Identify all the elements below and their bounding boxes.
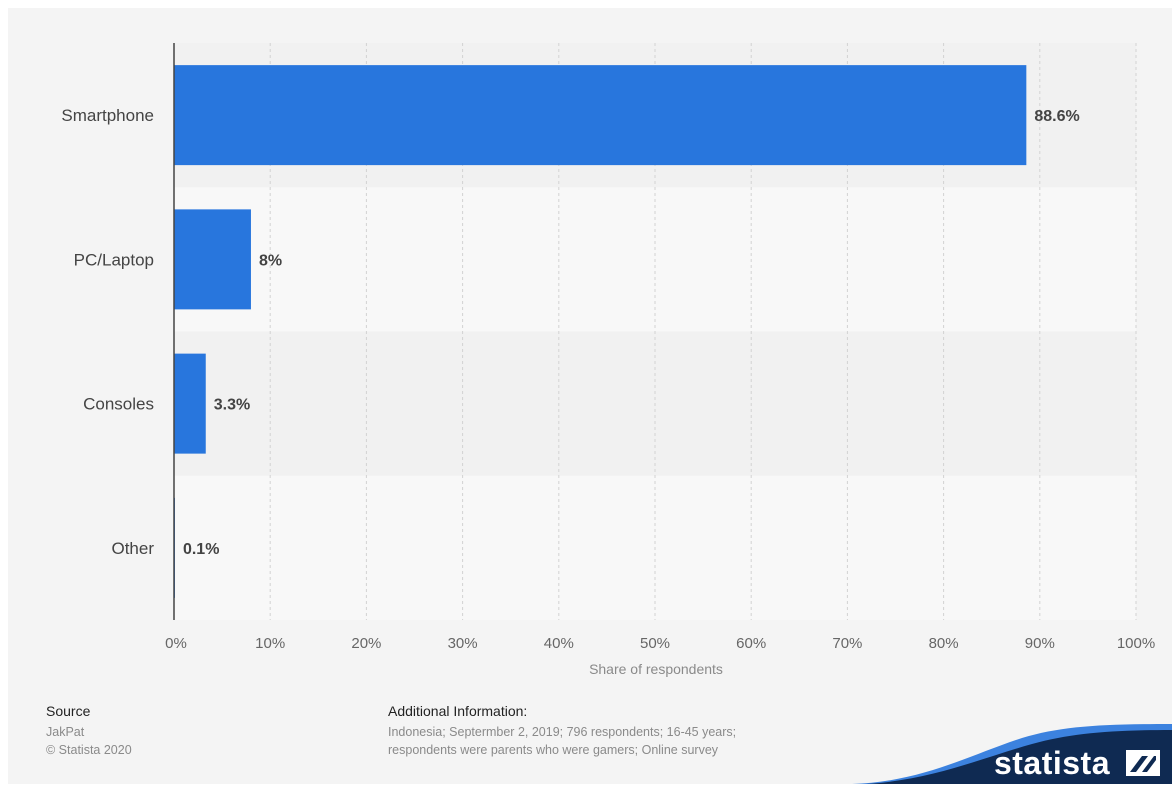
category-label: PC/Laptop	[74, 250, 154, 269]
additional-info-line: Indonesia; Septermber 2, 2019; 796 respo…	[388, 725, 737, 739]
data-label: 88.6%	[1034, 108, 1079, 125]
x-tick-label: 50%	[640, 635, 670, 652]
data-label: 3.3%	[214, 397, 250, 414]
x-tick-label: 100%	[1117, 635, 1155, 652]
bar	[174, 209, 251, 310]
x-tick-label: 10%	[255, 635, 285, 652]
chart-card: Smartphone 88.6% PC/Laptop 8% Consoles 3.3% Ot…	[8, 8, 1172, 784]
x-tick-label: 30%	[448, 635, 478, 652]
x-tick-label: 20%	[351, 635, 381, 652]
x-tick-label: 70%	[832, 635, 862, 652]
x-tick-label: 40%	[544, 635, 574, 652]
x-tick-label: 60%	[736, 635, 766, 652]
copyright-line: © Statista 2020	[46, 743, 132, 757]
category-label: Consoles	[83, 395, 154, 414]
statista-logo-icon	[1126, 750, 1160, 776]
data-label: 8%	[259, 252, 282, 269]
x-axis-title: Share of respondents	[589, 661, 723, 677]
x-tick-label: 80%	[929, 635, 959, 652]
statista-logo-text[interactable]: statista	[993, 745, 1110, 781]
bar	[174, 65, 1027, 166]
data-label: 0.1%	[183, 541, 219, 558]
x-tick-label: 90%	[1025, 635, 1055, 652]
source-title: Source	[46, 703, 91, 719]
bar	[174, 353, 206, 454]
category-label: Other	[111, 539, 154, 558]
additional-info-line: respondents were parents who were gamers…	[388, 743, 719, 757]
bar-chart: Smartphone 88.6% PC/Laptop 8% Consoles 3.3% Ot…	[61, 43, 1155, 677]
additional-info-title: Additional Information:	[388, 703, 528, 719]
source-line: JakPat	[46, 725, 85, 739]
category-label: Smartphone	[61, 106, 154, 125]
source-block: Source JakPat © Statista 2020	[46, 703, 132, 759]
brand-band	[852, 724, 1172, 784]
additional-info-block: Additional Information: Indonesia; Septe…	[388, 703, 736, 759]
x-tick-label: 0%	[165, 635, 187, 652]
